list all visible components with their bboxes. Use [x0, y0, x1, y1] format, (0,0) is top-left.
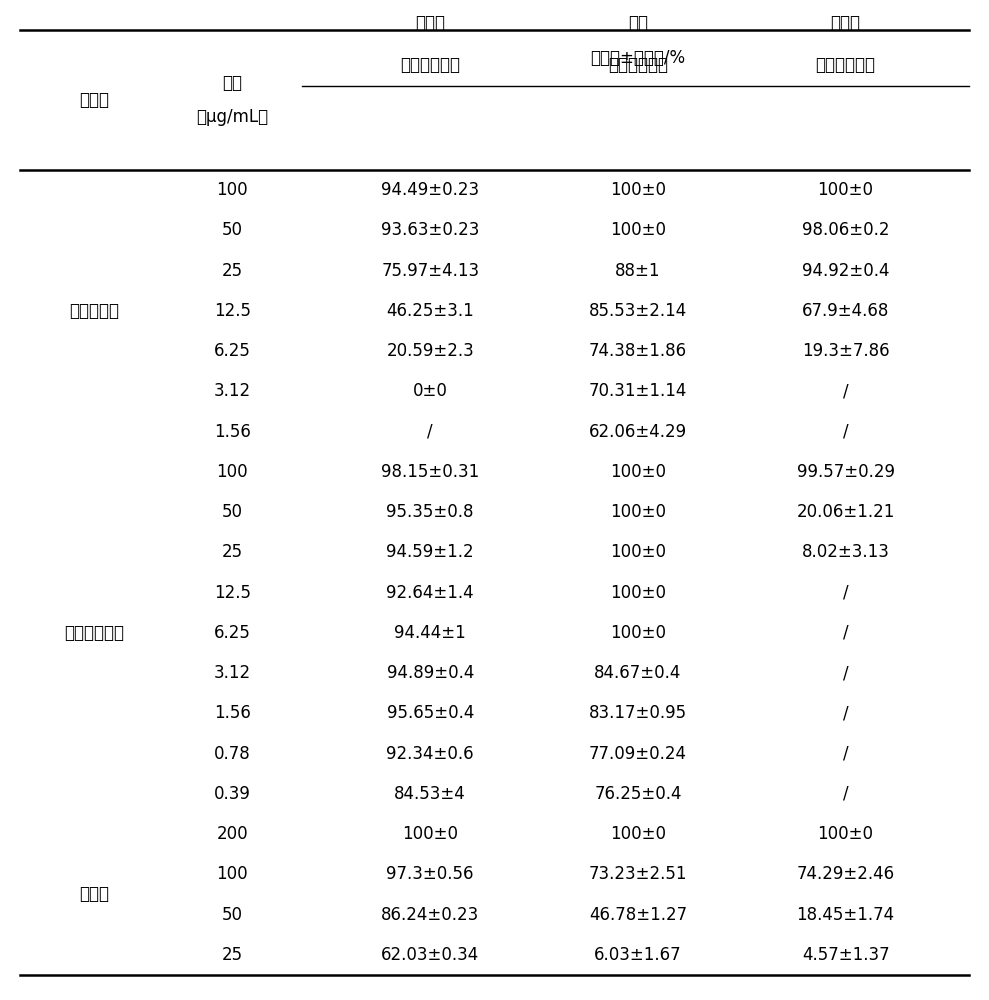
Text: 12.5: 12.5: [214, 584, 251, 602]
Text: 原菌: 原菌: [628, 14, 648, 32]
Text: 6.25: 6.25: [214, 342, 251, 360]
Text: 20.59±2.3: 20.59±2.3: [387, 342, 474, 360]
Text: 4.57±1.37: 4.57±1.37: [802, 946, 889, 964]
Text: 病原菌: 病原菌: [415, 14, 445, 32]
Text: 100: 100: [217, 181, 248, 199]
Text: 3.12: 3.12: [214, 382, 251, 400]
Text: 1.56: 1.56: [214, 704, 251, 722]
Text: 100±0: 100±0: [610, 543, 666, 561]
Text: 84.67±0.4: 84.67±0.4: [594, 664, 681, 682]
Text: 200: 200: [217, 825, 248, 843]
Text: 95.65±0.4: 95.65±0.4: [387, 704, 474, 722]
Text: 化合物: 化合物: [79, 91, 109, 109]
Text: 25: 25: [222, 946, 243, 964]
Text: 74.29±2.46: 74.29±2.46: [796, 865, 895, 883]
Text: 75.97±4.13: 75.97±4.13: [381, 262, 480, 280]
Text: 67.9±4.68: 67.9±4.68: [802, 302, 889, 320]
Text: 0±0: 0±0: [412, 382, 448, 400]
Text: /: /: [843, 624, 849, 642]
Text: 柑橘溃疡病病: 柑橘溃疡病病: [608, 56, 668, 74]
Text: （μg/mL）: （μg/mL）: [197, 108, 268, 126]
Text: 62.03±0.34: 62.03±0.34: [381, 946, 480, 964]
Text: 100±0: 100±0: [610, 624, 666, 642]
Text: 74.38±1.86: 74.38±1.86: [588, 342, 687, 360]
Text: 92.34±0.6: 92.34±0.6: [387, 745, 474, 763]
Text: 8.02±3.13: 8.02±3.13: [802, 543, 889, 561]
Text: 97.3±0.56: 97.3±0.56: [387, 865, 474, 883]
Text: 100±0: 100±0: [610, 221, 666, 239]
Text: 水稻白叶枯病: 水稻白叶枯病: [401, 56, 460, 74]
Text: 99.57±0.29: 99.57±0.29: [796, 463, 895, 481]
Text: 25: 25: [222, 543, 243, 561]
Text: 噻菌铜: 噻菌铜: [79, 886, 109, 903]
Text: /: /: [843, 704, 849, 722]
Text: 20.06±1.21: 20.06±1.21: [796, 503, 895, 521]
Text: 12.5: 12.5: [214, 302, 251, 320]
Text: /: /: [843, 664, 849, 682]
Text: 94.44±1: 94.44±1: [395, 624, 466, 642]
Text: 83.17±0.95: 83.17±0.95: [588, 704, 687, 722]
Text: 100±0: 100±0: [610, 181, 666, 199]
Text: 84.53±4: 84.53±4: [395, 785, 466, 803]
Text: 46.25±3.1: 46.25±3.1: [387, 302, 474, 320]
Text: 85.53±2.14: 85.53±2.14: [588, 302, 687, 320]
Text: 100±0: 100±0: [610, 503, 666, 521]
Text: 95.35±0.8: 95.35±0.8: [387, 503, 474, 521]
Text: 88±1: 88±1: [615, 262, 661, 280]
Text: 50: 50: [222, 221, 243, 239]
Text: /: /: [843, 423, 849, 441]
Text: 100±0: 100±0: [818, 181, 873, 199]
Text: /: /: [427, 423, 433, 441]
Text: 50: 50: [222, 503, 243, 521]
Text: 62.06±4.29: 62.06±4.29: [588, 423, 687, 441]
Text: 盐酸沃尼妙林: 盐酸沃尼妙林: [64, 624, 124, 642]
Text: 94.59±1.2: 94.59±1.2: [387, 543, 474, 561]
Text: 73.23±2.51: 73.23±2.51: [588, 865, 687, 883]
Text: 86.24±0.23: 86.24±0.23: [381, 906, 480, 924]
Text: /: /: [843, 785, 849, 803]
Text: 77.09±0.24: 77.09±0.24: [588, 745, 687, 763]
Text: 100±0: 100±0: [610, 463, 666, 481]
Text: 6.25: 6.25: [214, 624, 251, 642]
Text: 0.39: 0.39: [214, 785, 251, 803]
Text: 100±0: 100±0: [610, 825, 666, 843]
Text: 100±0: 100±0: [403, 825, 458, 843]
Text: 100±0: 100±0: [610, 584, 666, 602]
Text: 100±0: 100±0: [818, 825, 873, 843]
Text: 94.92±0.4: 94.92±0.4: [802, 262, 889, 280]
Text: 18.45±1.74: 18.45±1.74: [796, 906, 895, 924]
Text: 19.3±7.86: 19.3±7.86: [802, 342, 889, 360]
Text: 94.89±0.4: 94.89±0.4: [387, 664, 474, 682]
Text: 浓度: 浓度: [223, 74, 242, 92]
Text: 100: 100: [217, 463, 248, 481]
Text: 截短侧耳素: 截短侧耳素: [69, 302, 119, 320]
Text: /: /: [843, 382, 849, 400]
Text: 马铃薯黑胫病: 马铃薯黑胫病: [816, 56, 875, 74]
Text: 1.56: 1.56: [214, 423, 251, 441]
Text: 抑制率±标准差/%: 抑制率±标准差/%: [590, 49, 685, 67]
Text: 93.63±0.23: 93.63±0.23: [381, 221, 480, 239]
Text: 98.06±0.2: 98.06±0.2: [802, 221, 889, 239]
Text: 94.49±0.23: 94.49±0.23: [381, 181, 480, 199]
Text: /: /: [843, 584, 849, 602]
Text: 6.03±1.67: 6.03±1.67: [594, 946, 681, 964]
Text: 病原菌: 病原菌: [831, 14, 860, 32]
Text: 70.31±1.14: 70.31±1.14: [588, 382, 687, 400]
Text: 3.12: 3.12: [214, 664, 251, 682]
Text: 92.64±1.4: 92.64±1.4: [387, 584, 474, 602]
Text: 46.78±1.27: 46.78±1.27: [588, 906, 687, 924]
Text: 100: 100: [217, 865, 248, 883]
Text: 50: 50: [222, 906, 243, 924]
Text: 76.25±0.4: 76.25±0.4: [594, 785, 681, 803]
Text: 25: 25: [222, 262, 243, 280]
Text: /: /: [843, 745, 849, 763]
Text: 0.78: 0.78: [214, 745, 251, 763]
Text: 98.15±0.31: 98.15±0.31: [381, 463, 480, 481]
